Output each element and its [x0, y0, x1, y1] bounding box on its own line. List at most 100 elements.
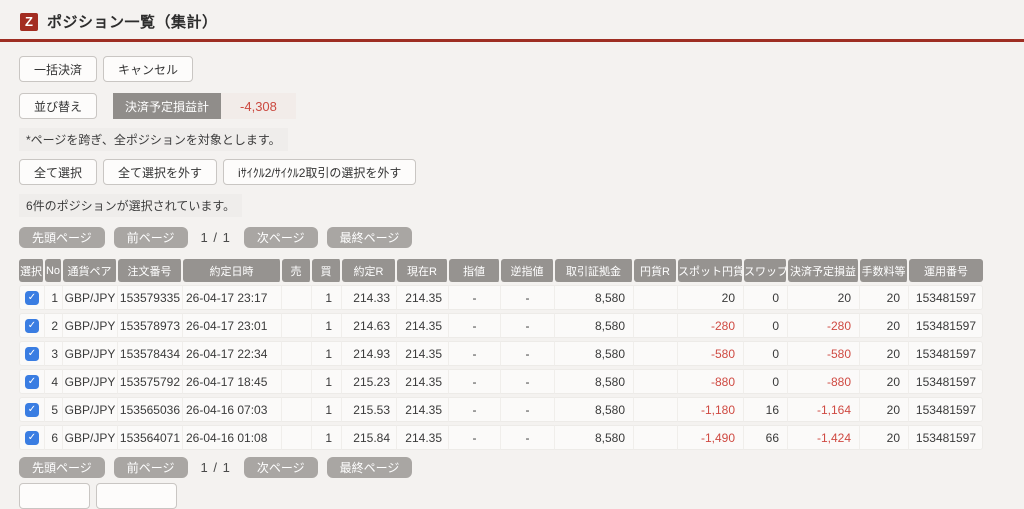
cell-exec_time: 26-04-17 18:45: [183, 369, 282, 394]
cell-no: 2: [45, 313, 63, 338]
cell-pair: GBP/JPY: [63, 313, 118, 338]
cell-buy: 1: [312, 341, 342, 366]
cell-exec_time: 26-04-17 22:34: [183, 341, 282, 366]
column-header: 買: [312, 259, 342, 282]
cancel-button[interactable]: キャンセル: [103, 56, 194, 82]
cell-current_rate: 214.35: [397, 285, 449, 310]
row-checkbox[interactable]: ✓: [25, 402, 39, 417]
cell-order_no: 153565036: [118, 397, 183, 422]
select-all-button[interactable]: 全て選択: [19, 159, 98, 185]
cell-buy: 1: [312, 313, 342, 338]
cell-jpy_rate: [634, 341, 678, 366]
row-checkbox[interactable]: ✓: [25, 290, 39, 305]
cell-limit: -: [449, 397, 501, 422]
page-header: Z ポジション一覧（集計）: [0, 0, 1024, 32]
cell-exec_rate: 215.53: [342, 397, 397, 422]
last-page-button[interactable]: 最終ページ: [326, 457, 413, 478]
column-header: 手数料等: [860, 259, 909, 282]
row-checkbox[interactable]: ✓: [25, 430, 39, 445]
cell-pair: GBP/JPY: [63, 369, 118, 394]
table-row: ✓ 3 GBP/JPY 153578434 26-04-17 22:34 1 214.93 2…: [19, 341, 983, 366]
next-page-button[interactable]: 次ページ: [243, 227, 318, 248]
cell-buy: 1: [312, 425, 342, 450]
pagination-bottom: 先頭ページ 前ページ 1 / 1 次ページ 最終ページ: [19, 457, 1024, 478]
cell-stop: -: [501, 313, 555, 338]
cell-pair: GBP/JPY: [63, 397, 118, 422]
cell-pair: GBP/JPY: [63, 425, 118, 450]
last-page-button[interactable]: 最終ページ: [326, 227, 413, 248]
cell-fee: 20: [860, 369, 909, 394]
z-logo-icon: Z: [20, 12, 38, 31]
pagination-top: 先頭ページ 前ページ 1 / 1 次ページ 最終ページ: [19, 227, 1024, 248]
row-checkbox[interactable]: ✓: [25, 346, 39, 361]
column-header: 通貨ペア: [63, 259, 118, 282]
column-header: 選択: [19, 259, 45, 282]
sort-button[interactable]: 並び替え: [19, 93, 98, 119]
deselect-all-button[interactable]: 全て選択を外す: [103, 159, 218, 185]
cell-pl: -1,164: [788, 397, 860, 422]
cell-exec_time: 26-04-17 23:01: [183, 313, 282, 338]
row-select-cell: ✓: [19, 341, 45, 366]
cell-stop: -: [501, 397, 555, 422]
cell-jpy_rate: [634, 285, 678, 310]
selection-toolbar: 全て選択 全て選択を外す iｻｲｸﾙ2/ｻｲｸﾙ2取引の選択を外す: [19, 159, 1024, 185]
cancel-button-bottom[interactable]: [96, 483, 177, 509]
cell-order_no: 153578434: [118, 341, 183, 366]
prev-page-button[interactable]: 前ページ: [113, 227, 188, 248]
cell-jpy_rate: [634, 369, 678, 394]
cell-exec_rate: 215.84: [342, 425, 397, 450]
pl-total-label: 決済予定損益計: [113, 93, 222, 119]
cell-margin: 8,580: [555, 313, 634, 338]
first-page-button[interactable]: 先頭ページ: [19, 457, 105, 478]
cell-current_rate: 214.35: [397, 425, 449, 450]
sort-toolbar: 並び替え 決済予定損益計 -4,308: [19, 93, 1024, 119]
cell-fee: 20: [860, 285, 909, 310]
cell-sell: [282, 369, 312, 394]
table-row: ✓ 5 GBP/JPY 153565036 26-04-16 07:03 1 215.53 2…: [19, 397, 983, 422]
cell-order_no: 153578973: [118, 313, 183, 338]
cell-fee: 20: [860, 425, 909, 450]
cell-sell: [282, 285, 312, 310]
cell-current_rate: 214.35: [397, 313, 449, 338]
cell-swap: 0: [744, 285, 788, 310]
cell-pl: 20: [788, 285, 860, 310]
cell-limit: -: [449, 285, 501, 310]
bottom-action-toolbar: [19, 483, 1024, 509]
cell-jpy_rate: [634, 397, 678, 422]
cell-swap: 0: [744, 341, 788, 366]
cell-no: 5: [45, 397, 63, 422]
deselect-icycle-button[interactable]: iｻｲｸﾙ2/ｻｲｸﾙ2取引の選択を外す: [223, 159, 417, 185]
cell-current_rate: 214.35: [397, 397, 449, 422]
cell-sell: [282, 341, 312, 366]
row-checkbox[interactable]: ✓: [25, 374, 39, 389]
table-row: ✓ 1 GBP/JPY 153579335 26-04-17 23:17 1 214.33 2…: [19, 285, 983, 310]
cell-exec_rate: 215.23: [342, 369, 397, 394]
cell-margin: 8,580: [555, 425, 634, 450]
column-header: 現在R: [397, 259, 449, 282]
table-row: ✓ 6 GBP/JPY 153564071 26-04-16 01:08 1 215.84 2…: [19, 425, 983, 450]
cell-margin: 8,580: [555, 397, 634, 422]
column-header: 指値: [449, 259, 501, 282]
row-checkbox[interactable]: ✓: [25, 318, 39, 333]
cell-no: 3: [45, 341, 63, 366]
cell-account_no: 153481597: [909, 425, 983, 450]
page-indicator: 1 / 1: [200, 230, 231, 245]
column-header: 取引証拠金: [555, 259, 634, 282]
next-page-button[interactable]: 次ページ: [243, 457, 318, 478]
selection-status: 6件のポジションが選択されています。: [19, 194, 243, 217]
cell-limit: -: [449, 341, 501, 366]
bulk-settle-button[interactable]: 一括決済: [19, 56, 98, 82]
bulk-settle-button-bottom[interactable]: [19, 483, 90, 509]
row-select-cell: ✓: [19, 369, 45, 394]
table-row: ✓ 4 GBP/JPY 153575792 26-04-17 18:45 1 215.23 2…: [19, 369, 983, 394]
cell-spot_jpy: -280: [678, 313, 744, 338]
pl-total-badge: 決済予定損益計 -4,308: [113, 93, 296, 119]
cell-spot_jpy: -580: [678, 341, 744, 366]
prev-page-button[interactable]: 前ページ: [113, 457, 188, 478]
cell-swap: 0: [744, 313, 788, 338]
cell-buy: 1: [312, 397, 342, 422]
header-divider: [0, 39, 1024, 42]
cell-swap: 0: [744, 369, 788, 394]
first-page-button[interactable]: 先頭ページ: [19, 227, 105, 248]
table-row: ✓ 2 GBP/JPY 153578973 26-04-17 23:01 1 214.63 2…: [19, 313, 983, 338]
